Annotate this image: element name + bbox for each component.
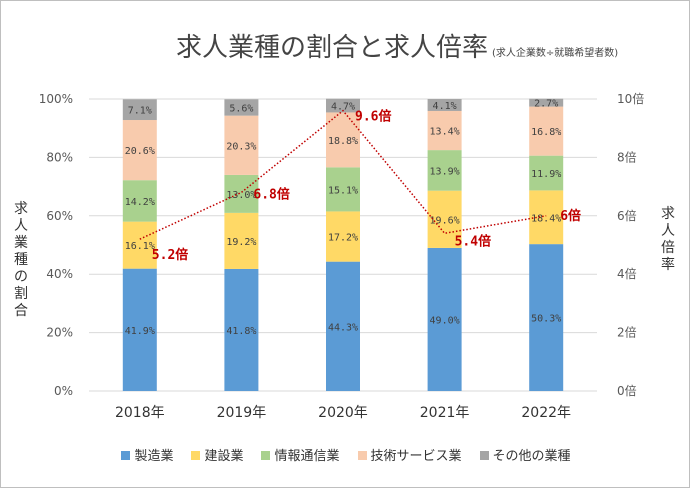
legend-label: 製造業: [134, 449, 174, 464]
ratio-label: 5.4倍: [455, 233, 491, 249]
legend-label: 情報通信業: [274, 449, 340, 464]
data-label: 18.8%: [328, 136, 358, 147]
data-label: 13.0%: [226, 190, 256, 201]
legend-item: その他の業種: [479, 445, 571, 464]
x-tick-label: 2018年: [115, 405, 165, 421]
y-tick-label: 20%: [46, 326, 73, 340]
y-tick-label: 0%: [54, 384, 73, 398]
legend-swatch: [261, 451, 271, 460]
legend-swatch: [121, 451, 131, 460]
bar-segment-4: [224, 115, 259, 175]
y2-tick-label: 10倍: [617, 91, 644, 106]
ratio-label: 9.6倍: [355, 109, 391, 125]
legend: 製造業 建設業 情報通信業 技術サービス業 その他の業種: [1, 445, 690, 464]
x-tick-label: 2019年: [217, 405, 267, 421]
data-label: 41.9%: [125, 326, 155, 337]
legend-label: 建設業: [204, 449, 244, 464]
data-label: 15.1%: [328, 185, 358, 196]
data-label: 2.7%: [534, 99, 558, 110]
legend-item: 情報通信業: [261, 445, 340, 464]
y2-tick-label: 0倍: [617, 383, 637, 398]
ratio-label: 5.2倍: [152, 247, 188, 263]
y2-tick-label: 6倍: [617, 208, 637, 223]
data-label: 7.1%: [128, 106, 152, 117]
data-label: 20.6%: [125, 146, 155, 157]
legend-item: 建設業: [191, 445, 243, 464]
bar-segment-5: [122, 99, 157, 121]
bar-segment-2: [427, 190, 462, 248]
legend-swatch: [191, 451, 201, 460]
y2-tick-label: 4倍: [617, 266, 637, 281]
data-label: 4.7%: [331, 102, 355, 113]
bar-segment-3: [326, 167, 360, 212]
y2-axis-label: 求人倍率: [661, 206, 675, 273]
bar-segment-1: [529, 244, 564, 391]
data-label: 18.4%: [531, 213, 561, 224]
legend-item: 技術サービス業: [357, 445, 462, 464]
chart-title-text: 求人業種の割合と求人倍率: [176, 33, 489, 63]
data-label: 13.9%: [430, 166, 460, 177]
data-label: 5.6%: [229, 103, 253, 114]
data-label: 49.0%: [430, 315, 460, 326]
data-label: 14.2%: [125, 197, 155, 208]
bar-segment-2: [326, 211, 360, 262]
bar-segment-5: [326, 98, 360, 113]
data-label: 16.1%: [125, 241, 155, 252]
bar-segment-5: [427, 99, 462, 111]
data-label: 41.8%: [226, 326, 256, 337]
ratio-label: 6倍: [560, 208, 581, 224]
legend-label: その他の業種: [492, 449, 571, 464]
bar-segment-3: [122, 180, 157, 222]
data-label: 13.4%: [430, 127, 460, 138]
bar-segment-3: [529, 155, 564, 191]
data-label: 16.8%: [531, 127, 561, 138]
legend-swatch: [357, 451, 367, 460]
ratio-label: 6.8倍: [253, 186, 289, 202]
y2-tick-label: 2倍: [617, 325, 637, 340]
bar-segment-4: [326, 112, 360, 168]
data-label: 19.2%: [226, 237, 256, 248]
y-tick-label: 100%: [39, 92, 73, 106]
data-label: 11.9%: [531, 169, 561, 180]
bar-segment-1: [427, 247, 462, 391]
legend-label: 技術サービス業: [370, 449, 462, 464]
bar-segment-1: [326, 261, 360, 391]
data-label: 50.3%: [531, 314, 561, 325]
bar-segment-5: [224, 99, 259, 116]
y-tick-label: 60%: [46, 209, 73, 223]
ratio-line: [139, 109, 547, 240]
bar-segment-4: [122, 120, 157, 181]
bar-segment-3: [427, 150, 462, 191]
bar-segment-4: [529, 106, 564, 156]
bar-segment-1: [224, 268, 259, 391]
y-axis-label: 求人業種の割合: [14, 201, 28, 319]
bar-segment-5: [529, 98, 564, 107]
data-label: 4.1%: [433, 101, 457, 112]
bar-segment-2: [224, 212, 259, 269]
data-label: 17.2%: [328, 233, 358, 244]
chart-title: 求人業種の割合と求人倍率 (求人企業数÷就職希望者数): [176, 27, 618, 64]
bar-segment-1: [122, 268, 157, 391]
data-label: 44.3%: [328, 322, 358, 333]
data-label: 20.3%: [226, 141, 256, 152]
y-tick-label: 40%: [46, 267, 73, 281]
data-label: 19.6%: [430, 215, 460, 226]
bar-segment-3: [224, 174, 259, 213]
bar-segment-2: [122, 221, 157, 269]
bar-segment-4: [427, 110, 462, 151]
x-tick-label: 2021年: [420, 405, 470, 421]
legend-item: 製造業: [121, 445, 173, 464]
legend-swatch: [479, 451, 489, 460]
y2-tick-label: 8倍: [617, 149, 637, 164]
x-tick-label: 2022年: [521, 405, 571, 421]
x-tick-label: 2020年: [318, 405, 368, 421]
chart-subtitle: (求人企業数÷就職希望者数): [492, 48, 619, 59]
bar-segment-2: [529, 190, 564, 245]
y-tick-label: 80%: [46, 150, 73, 164]
